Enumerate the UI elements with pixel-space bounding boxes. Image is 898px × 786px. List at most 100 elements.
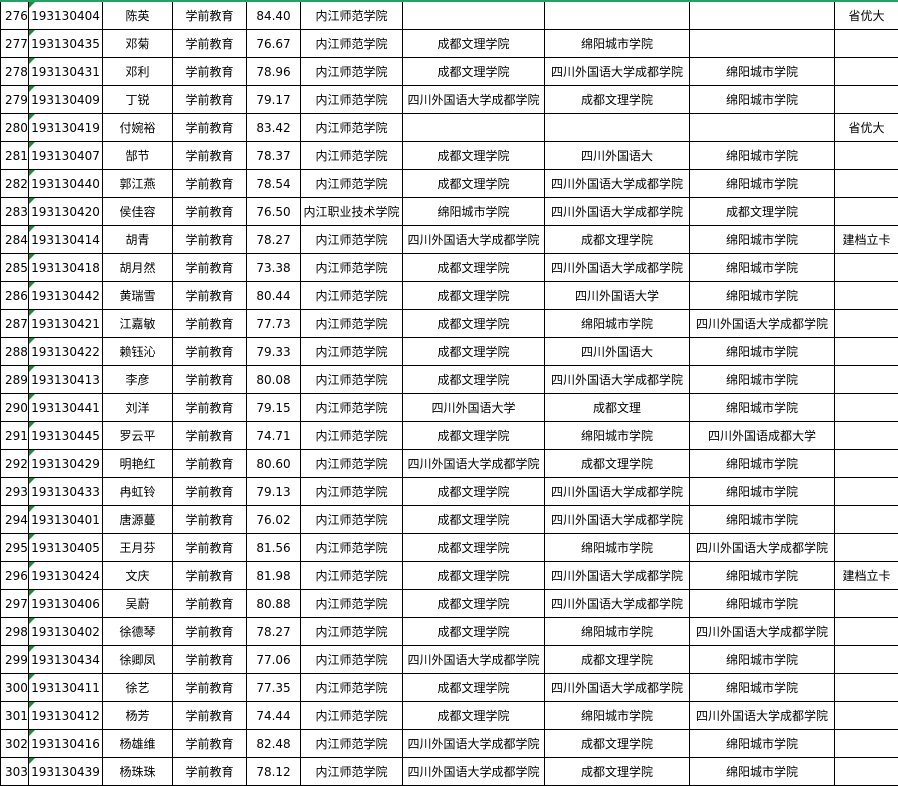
student-name[interactable]: 黄瑞雪 bbox=[102, 281, 173, 310]
note[interactable] bbox=[834, 673, 898, 702]
student-id[interactable]: 193130414 bbox=[28, 225, 103, 254]
choice-1[interactable]: 成都文理学院 bbox=[402, 309, 545, 338]
row-number[interactable]: 291 bbox=[0, 421, 29, 450]
student-id[interactable]: 193130439 bbox=[28, 757, 103, 786]
choice-1[interactable]: 成都文理学院 bbox=[402, 281, 545, 310]
major[interactable]: 学前教育 bbox=[172, 141, 247, 170]
student-id[interactable]: 193130420 bbox=[28, 197, 103, 226]
row-number[interactable]: 283 bbox=[0, 197, 29, 226]
note[interactable] bbox=[834, 589, 898, 618]
student-name[interactable]: 郜节 bbox=[102, 141, 173, 170]
choice-3[interactable]: 绵阳城市学院 bbox=[689, 85, 835, 114]
row-number[interactable]: 279 bbox=[0, 85, 29, 114]
choice-2[interactable]: 四川外国语大 bbox=[544, 337, 690, 366]
major[interactable]: 学前教育 bbox=[172, 57, 247, 86]
student-name[interactable]: 徐艺 bbox=[102, 673, 173, 702]
student-id[interactable]: 193130434 bbox=[28, 645, 103, 674]
choice-2[interactable] bbox=[544, 113, 690, 142]
note[interactable]: 省优大 bbox=[834, 0, 898, 30]
row-number[interactable]: 282 bbox=[0, 169, 29, 198]
student-id[interactable]: 193130413 bbox=[28, 365, 103, 394]
school[interactable]: 内江师范学院 bbox=[300, 729, 403, 758]
note[interactable] bbox=[834, 253, 898, 282]
score[interactable]: 78.96 bbox=[246, 57, 301, 86]
major[interactable]: 学前教育 bbox=[172, 0, 247, 30]
student-name[interactable]: 明艳红 bbox=[102, 449, 173, 478]
student-id[interactable]: 193130422 bbox=[28, 337, 103, 366]
choice-2[interactable]: 四川外国语大学成都学院 bbox=[544, 197, 690, 226]
major[interactable]: 学前教育 bbox=[172, 225, 247, 254]
choice-3[interactable]: 成都文理学院 bbox=[689, 197, 835, 226]
student-id[interactable]: 193130412 bbox=[28, 701, 103, 730]
score[interactable]: 77.35 bbox=[246, 673, 301, 702]
major[interactable]: 学前教育 bbox=[172, 85, 247, 114]
note[interactable] bbox=[834, 701, 898, 730]
choice-2[interactable]: 四川外国语大学成都学院 bbox=[544, 169, 690, 198]
choice-2[interactable]: 成都文理学院 bbox=[544, 225, 690, 254]
school[interactable]: 内江师范学院 bbox=[300, 505, 403, 534]
row-number[interactable]: 294 bbox=[0, 505, 29, 534]
school[interactable]: 内江师范学院 bbox=[300, 85, 403, 114]
major[interactable]: 学前教育 bbox=[172, 589, 247, 618]
student-name[interactable]: 付婉裕 bbox=[102, 113, 173, 142]
choice-3[interactable]: 绵阳城市学院 bbox=[689, 561, 835, 590]
score[interactable]: 79.13 bbox=[246, 477, 301, 506]
student-name[interactable]: 杨雄维 bbox=[102, 729, 173, 758]
major[interactable]: 学前教育 bbox=[172, 197, 247, 226]
student-id[interactable]: 193130404 bbox=[28, 0, 103, 30]
note[interactable] bbox=[834, 281, 898, 310]
score[interactable]: 81.98 bbox=[246, 561, 301, 590]
school[interactable]: 内江师范学院 bbox=[300, 701, 403, 730]
score[interactable]: 78.27 bbox=[246, 225, 301, 254]
score[interactable]: 82.48 bbox=[246, 729, 301, 758]
row-number[interactable]: 297 bbox=[0, 589, 29, 618]
choice-2[interactable]: 成都文理 bbox=[544, 393, 690, 422]
score[interactable]: 79.15 bbox=[246, 393, 301, 422]
student-id[interactable]: 193130406 bbox=[28, 589, 103, 618]
student-id[interactable]: 193130445 bbox=[28, 421, 103, 450]
note[interactable] bbox=[834, 141, 898, 170]
choice-2[interactable]: 绵阳城市学院 bbox=[544, 309, 690, 338]
school[interactable]: 内江师范学院 bbox=[300, 449, 403, 478]
score[interactable]: 80.08 bbox=[246, 365, 301, 394]
school[interactable]: 内江师范学院 bbox=[300, 57, 403, 86]
choice-3[interactable]: 绵阳城市学院 bbox=[689, 281, 835, 310]
choice-1[interactable]: 成都文理学院 bbox=[402, 673, 545, 702]
row-number[interactable]: 280 bbox=[0, 113, 29, 142]
row-number[interactable]: 278 bbox=[0, 57, 29, 86]
score[interactable]: 76.50 bbox=[246, 197, 301, 226]
choice-1[interactable]: 成都文理学院 bbox=[402, 365, 545, 394]
row-number[interactable]: 303 bbox=[0, 757, 29, 786]
student-id[interactable]: 193130435 bbox=[28, 29, 103, 58]
student-name[interactable]: 杨珠珠 bbox=[102, 757, 173, 786]
score[interactable]: 76.02 bbox=[246, 505, 301, 534]
student-name[interactable]: 陈英 bbox=[102, 0, 173, 30]
student-name[interactable]: 罗云平 bbox=[102, 421, 173, 450]
school[interactable]: 内江职业技术学院 bbox=[300, 197, 403, 226]
score[interactable]: 80.88 bbox=[246, 589, 301, 618]
row-number[interactable]: 296 bbox=[0, 561, 29, 590]
student-name[interactable]: 胡月然 bbox=[102, 253, 173, 282]
note[interactable] bbox=[834, 505, 898, 534]
school[interactable]: 内江师范学院 bbox=[300, 337, 403, 366]
school[interactable]: 内江师范学院 bbox=[300, 281, 403, 310]
school[interactable]: 内江师范学院 bbox=[300, 589, 403, 618]
choice-1[interactable]: 成都文理学院 bbox=[402, 421, 545, 450]
score[interactable]: 78.12 bbox=[246, 757, 301, 786]
student-id[interactable]: 193130405 bbox=[28, 533, 103, 562]
major[interactable]: 学前教育 bbox=[172, 365, 247, 394]
choice-3[interactable]: 绵阳城市学院 bbox=[689, 673, 835, 702]
school[interactable]: 内江师范学院 bbox=[300, 365, 403, 394]
major[interactable]: 学前教育 bbox=[172, 561, 247, 590]
choice-2[interactable]: 绵阳城市学院 bbox=[544, 701, 690, 730]
school[interactable]: 内江师范学院 bbox=[300, 253, 403, 282]
row-number[interactable]: 289 bbox=[0, 365, 29, 394]
major[interactable]: 学前教育 bbox=[172, 645, 247, 674]
note[interactable] bbox=[834, 533, 898, 562]
student-id[interactable]: 193130418 bbox=[28, 253, 103, 282]
note[interactable]: 建档立卡 bbox=[834, 561, 898, 590]
choice-2[interactable]: 四川外国语大学成都学院 bbox=[544, 673, 690, 702]
student-id[interactable]: 193130401 bbox=[28, 505, 103, 534]
note[interactable]: 省优大 bbox=[834, 113, 898, 142]
school[interactable]: 内江师范学院 bbox=[300, 113, 403, 142]
